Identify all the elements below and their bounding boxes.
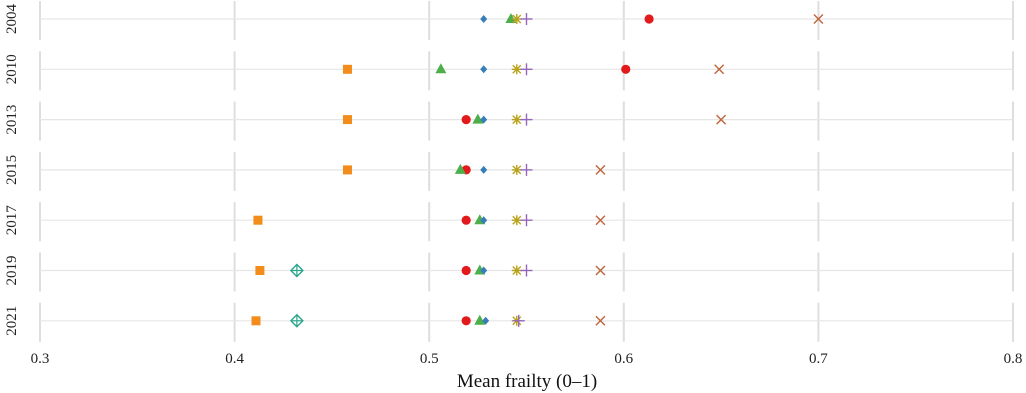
- point-square: [342, 165, 352, 175]
- x-tick-label: 0.6: [614, 351, 633, 367]
- point-square: [255, 266, 265, 275]
- point-cross: [714, 64, 725, 75]
- point-diamond: [482, 316, 490, 325]
- point-diamond: [480, 266, 488, 275]
- point-plus: [520, 214, 533, 227]
- point-diamond: [480, 15, 488, 23]
- x-tick-label: 0.7: [809, 351, 828, 367]
- point-triangle: [454, 163, 466, 174]
- point-cross: [595, 164, 606, 175]
- point-star: [511, 265, 522, 276]
- x-axis-ticks: 0.3 0.4 0.5 0.6 0.7 0.8: [31, 351, 1023, 367]
- panel-label-2015: 2015: [4, 155, 20, 185]
- point-plus: [520, 264, 533, 277]
- panel-label-2017: 2017: [4, 205, 20, 236]
- point-plus: [520, 113, 533, 126]
- point-star: [511, 215, 522, 226]
- x-tick-label: 0.8: [1004, 351, 1023, 367]
- point-diamond: [480, 115, 488, 124]
- point-cross: [813, 14, 824, 24]
- point-cross: [595, 215, 606, 226]
- point-diamond: [480, 216, 488, 225]
- point-plus: [512, 314, 525, 327]
- point-plus: [520, 163, 533, 176]
- panel-label-2021: 2021: [4, 306, 20, 336]
- x-tick-label: 0.5: [420, 351, 439, 367]
- point-triangle: [505, 13, 517, 23]
- point-diamond-plus: [289, 263, 304, 278]
- x-axis-title: Mean frailty (0–1): [457, 371, 597, 392]
- point-circle: [461, 115, 471, 125]
- point-triangle: [474, 314, 486, 325]
- panel-label-2013: 2013: [4, 105, 20, 135]
- point-circle: [461, 316, 471, 326]
- x-tick-label: 0.4: [225, 351, 244, 367]
- point-cross: [716, 114, 727, 125]
- point-triangle: [435, 63, 447, 74]
- point-star: [511, 164, 522, 175]
- panel-label-2004: 2004: [4, 4, 20, 35]
- point-diamond: [480, 65, 488, 74]
- point-square: [251, 316, 261, 326]
- point-circle: [461, 265, 471, 276]
- panel-label-2010: 2010: [4, 54, 20, 84]
- point-diamond: [480, 165, 488, 174]
- point-star: [511, 114, 522, 125]
- point-star: [511, 14, 522, 24]
- point-square: [342, 115, 352, 125]
- point-star: [511, 64, 522, 75]
- point-square: [253, 215, 263, 225]
- point-cross: [595, 315, 606, 326]
- point-square: [342, 64, 352, 74]
- x-tick-label: 0.3: [31, 351, 50, 367]
- data-marks: [251, 13, 824, 328]
- point-plus: [520, 13, 533, 25]
- point-diamond-plus: [289, 313, 304, 328]
- panel-label-2019: 2019: [4, 256, 20, 286]
- panel-labels: 2004 2010 2013 2015 2017 2019 2021: [4, 4, 20, 336]
- point-plus: [520, 63, 533, 76]
- point-circle: [621, 64, 631, 74]
- point-cross: [595, 265, 606, 276]
- point-circle: [461, 215, 471, 225]
- point-circle: [644, 14, 654, 24]
- point-triangle: [472, 113, 484, 124]
